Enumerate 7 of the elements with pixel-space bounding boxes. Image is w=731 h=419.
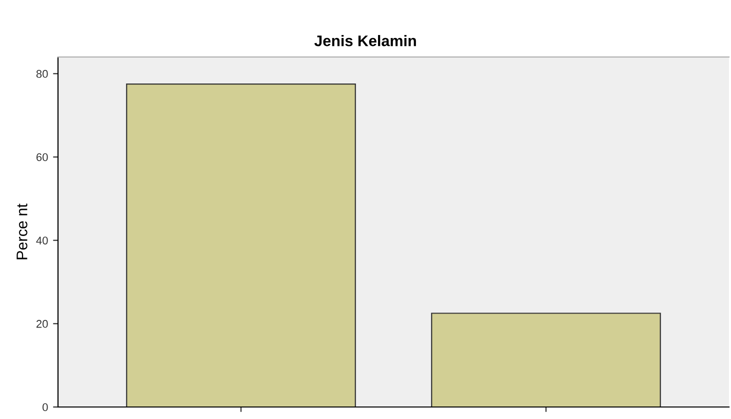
y-tick-label: 0 (42, 403, 48, 412)
y-tick-label: 80 (36, 70, 48, 78)
y-axis-title: Perce nt (16, 204, 28, 260)
y-tick-label: 40 (36, 236, 48, 244)
chart-title: Jenis Kelamin (314, 35, 416, 46)
y-tick-label: 20 (36, 320, 48, 328)
y-tick-label: 60 (36, 153, 48, 162)
